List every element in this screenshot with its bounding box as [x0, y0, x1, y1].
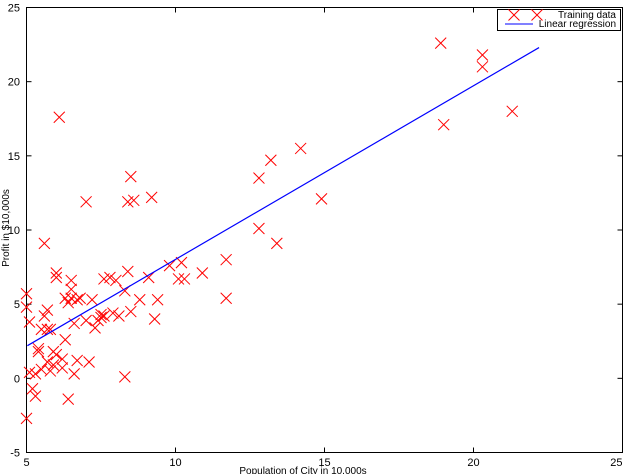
data-point [41, 323, 54, 336]
data-point [68, 368, 81, 380]
x-tick-label: 15 [318, 457, 330, 469]
data-point [121, 265, 134, 278]
data-point [68, 317, 81, 330]
x-tick-label: 10 [169, 457, 181, 469]
x-axis-title: Population of City in 10,000s [239, 466, 366, 474]
data-point [74, 292, 86, 305]
data-point [47, 359, 60, 371]
data-point [253, 222, 265, 235]
data-point [38, 237, 51, 250]
data-point [196, 267, 209, 279]
legend-marker-training-data [508, 9, 543, 21]
data-point [175, 256, 188, 269]
y-tick-label: 15 [8, 151, 20, 163]
regression-line [27, 47, 540, 347]
y-tick-label: -5 [10, 448, 20, 460]
data-point [50, 267, 63, 279]
data-point [133, 293, 146, 306]
data-point [127, 194, 140, 207]
data-point [107, 307, 119, 319]
data-point [59, 333, 72, 346]
data-point [50, 348, 63, 361]
data-point [178, 273, 191, 285]
data-point [29, 390, 42, 402]
x-axis-ticks: 5 10 15 20 25 [23, 7, 623, 469]
data-point [437, 118, 450, 131]
legend-label-training-data: Training data [558, 10, 616, 21]
data-point [62, 393, 75, 405]
data-point [315, 192, 328, 205]
data-point [56, 353, 69, 365]
data-point [80, 314, 92, 327]
data-point [86, 293, 98, 306]
data-point [253, 172, 265, 184]
x-tick-label: 25 [610, 457, 622, 469]
data-point [110, 274, 122, 287]
data-point [113, 310, 125, 322]
data-point [56, 362, 69, 374]
data-point [32, 345, 45, 358]
data-point [23, 316, 36, 328]
x-tick-label: 5 [23, 457, 29, 469]
data-point [163, 259, 176, 272]
legend-x-marker [508, 9, 520, 21]
legend-x-marker [531, 9, 543, 21]
data-point [71, 354, 84, 367]
data-point [142, 271, 155, 284]
data-point [20, 301, 33, 313]
data-point [434, 37, 447, 49]
data-point [65, 274, 78, 287]
x-tick-label: 20 [467, 457, 479, 469]
data-point [270, 237, 283, 250]
data-point [124, 170, 137, 183]
data-point [50, 271, 63, 284]
data-point [26, 382, 39, 395]
data-point [506, 105, 519, 118]
y-tick-label: 5 [14, 299, 20, 311]
data-point [41, 304, 54, 316]
data-point [148, 313, 161, 325]
data-point [145, 191, 158, 204]
y-tick-label: 0 [14, 373, 20, 385]
data-point [89, 322, 101, 334]
data-point [41, 356, 54, 368]
plot-area [20, 37, 540, 425]
plot-frame [26, 7, 623, 453]
data-point [38, 310, 51, 322]
data-point [20, 287, 33, 300]
data-point [476, 60, 489, 73]
data-point [95, 308, 107, 321]
data-point [32, 342, 45, 355]
data-point [476, 49, 489, 61]
data-point [83, 356, 95, 368]
data-point [104, 271, 116, 284]
y-axis-title: Profit in $10,000s [1, 189, 12, 267]
data-point [53, 111, 66, 124]
data-point [124, 305, 137, 318]
y-tick-label: 25 [8, 3, 20, 15]
data-point [265, 154, 277, 167]
data-point [98, 310, 110, 322]
data-point [35, 323, 48, 336]
legend-box [497, 9, 621, 31]
y-axis-ticks: -5 0 5 10 15 20 25 [8, 3, 623, 460]
data-point [220, 292, 233, 305]
data-point [118, 370, 131, 383]
y-tick-label: 20 [8, 77, 20, 89]
y-tick-label: 10 [8, 225, 20, 237]
data-point [44, 365, 57, 377]
data-point [44, 323, 57, 336]
data-point [172, 273, 185, 285]
data-point [151, 293, 164, 306]
legend: Training data Linear regression [497, 9, 621, 31]
legend-label-linear-regression: Linear regression [539, 19, 616, 30]
data-point [95, 311, 107, 324]
data-point [71, 293, 84, 306]
data-point [220, 253, 233, 266]
data-point [29, 368, 42, 380]
data-point [80, 195, 92, 208]
data-point [294, 142, 307, 155]
data-point [20, 412, 33, 425]
